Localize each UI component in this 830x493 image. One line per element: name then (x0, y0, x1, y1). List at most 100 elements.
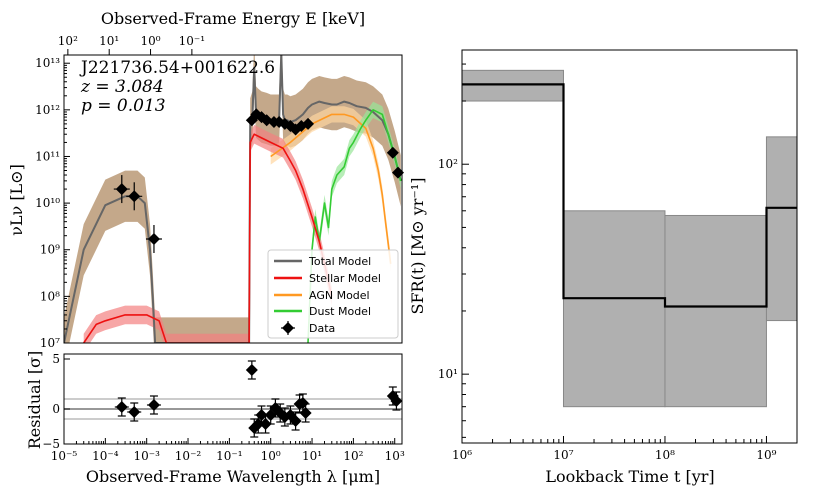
residual-y-tick-label: 0 (52, 402, 60, 416)
sed-axes-frame (63, 54, 403, 344)
residual-marker (115, 401, 128, 413)
residual-x-tick-label: 10⁻⁵ (51, 449, 78, 463)
sed-top-tick-label: 10² (58, 34, 78, 48)
sfh-step-line (462, 83, 797, 308)
legend-item-total: Total Model (274, 255, 371, 268)
sed-y-tick-label: 10¹¹ (35, 149, 60, 163)
residual-marker (289, 415, 302, 427)
residual-reference-lines (64, 398, 402, 420)
sed-y-tick-label: 10¹⁰ (35, 196, 60, 210)
sed-y-tick-label: 10⁸ (40, 289, 60, 303)
sfh-uncertainty-bands (462, 69, 797, 408)
residual-data-point (390, 391, 403, 411)
legend-item-stellar: Stellar Model (274, 272, 381, 285)
residual-marker (248, 422, 261, 434)
sfh-y-ticks: 10¹ 10² (438, 63, 469, 438)
sfh-x-tick-label: 10⁷ (553, 448, 573, 462)
sed-data-point (145, 224, 162, 253)
sed-marker (302, 117, 315, 130)
band-dust (308, 101, 401, 343)
residual-data-point (114, 397, 129, 417)
residual-x-axis-label: Observed-Frame Wavelength λ [μm] (86, 467, 380, 486)
residual-marker (147, 399, 160, 411)
sed-marker (391, 166, 404, 179)
sed-y-axis-label: νLν [L⊙] (7, 164, 26, 236)
sfh-x-tick-label: 10⁶ (452, 448, 472, 462)
sfh-x-tick-label: 10⁹ (756, 448, 776, 462)
legend-box (267, 249, 399, 339)
residual-x-tick-label: 10⁻¹ (216, 449, 242, 463)
residual-axes-frame (63, 353, 403, 445)
sfh-y-tick-label: 10² (438, 157, 458, 171)
legend-marker-data (282, 322, 294, 334)
sed-data-point (391, 166, 404, 179)
legend-label-total: Total Model (308, 255, 371, 268)
sfh-step-path (462, 83, 797, 308)
residual-x-tick-label: 10³ (385, 449, 405, 463)
legend-item-data: Data (281, 321, 335, 335)
sfh-y-axis-label: SFR(t) [M⊙ yr⁻¹] (408, 177, 427, 314)
residual-data-point (146, 395, 161, 415)
residual-y-tick-label: 5 (52, 352, 60, 366)
legend-item-agn: AGN Model (274, 289, 370, 302)
sed-data-point (126, 182, 143, 211)
sfh-y-tick-label: 10¹ (438, 367, 458, 381)
band-stellar (83, 124, 332, 343)
sed-data-points (113, 108, 404, 253)
residual-x-tick-label: 10² (343, 449, 363, 463)
sed-top-ticks: 10² 10¹ 10⁰ 10⁻¹ (58, 34, 205, 55)
sfh-band (664, 214, 767, 408)
residual-data-point (299, 403, 312, 423)
legend-label-dust: Dust Model (309, 305, 371, 318)
residual-panel: 5 0 −5 10⁻⁵ 10⁻⁴ 10⁻³ 10⁻² 10⁻¹ 10⁰ 10¹ 10² 10³ Re… (25, 351, 405, 486)
sed-uncertainty-bands (64, 55, 401, 343)
sed-marker (147, 232, 160, 245)
residual-marker (128, 406, 141, 418)
sed-top-axis-label: Observed-Frame Energy E [keV] (101, 9, 365, 28)
sed-y-ticks: 10⁷ 10⁸ 10⁹ 10¹⁰ 10¹¹ 10¹² 10¹³ (35, 56, 70, 350)
sed-y-tick-label: 10¹³ (35, 56, 60, 70)
residual-marker (245, 364, 258, 376)
residual-y-tick-label: −5 (42, 437, 60, 451)
residual-x-tick-label: 10⁻³ (133, 449, 160, 463)
sed-marker (115, 183, 128, 196)
sed-top-tick-label: 10⁻¹ (179, 34, 205, 48)
sed-marker (386, 146, 399, 159)
residual-x-tick-label: 10⁻⁴ (92, 449, 119, 463)
sed-top-tick-label: 10¹ (99, 34, 119, 48)
sfh-band (462, 69, 564, 102)
residual-x-tick-label: 10¹ (302, 449, 322, 463)
line-total (64, 55, 402, 343)
sed-data-point (386, 146, 399, 159)
sfh-x-axis-label: Lookback Time t [yr] (545, 467, 714, 486)
sed-y-tick-label: 10⁹ (40, 243, 60, 257)
residual-x-ticks: 10⁻⁵ 10⁻⁴ 10⁻³ 10⁻² 10⁻¹ 10⁰ 10¹ 10² 10³ (51, 438, 405, 463)
sed-marker (128, 190, 141, 203)
residual-data-point (245, 360, 258, 380)
sed-data-point (113, 175, 130, 204)
residual-y-ticks: 5 0 −5 (42, 352, 70, 451)
residual-data-point (289, 411, 302, 431)
residual-marker (255, 409, 268, 421)
residual-marker (390, 395, 403, 407)
residual-y-axis-label: Residual [σ] (25, 351, 44, 450)
residual-x-tick-label: 10⁻² (175, 449, 202, 463)
sfh-panel: 10¹ 10² 10⁶ 10⁷ 10⁸ 10⁹ SFR(t) [M⊙ yr⁻¹] Loo… (408, 49, 798, 486)
sed-top-tick-label: 10⁰ (140, 34, 160, 48)
sed-y-tick-label: 10¹² (35, 103, 60, 117)
sfh-x-ticks: 10⁶ 10⁷ 10⁸ 10⁹ (452, 436, 798, 462)
residual-x-tick-label: 10⁰ (261, 449, 281, 463)
legend-item-dust: Dust Model (274, 305, 371, 318)
sed-data-point (302, 117, 315, 130)
legend-label-agn: AGN Model (309, 289, 370, 302)
sfh-axes-frame (461, 49, 798, 444)
object-name: J221736.54+001622.6 (79, 58, 275, 78)
legend-label-stellar: Stellar Model (309, 272, 381, 285)
sfh-band (562, 210, 666, 408)
residual-marker (299, 407, 312, 419)
residual-marker (259, 418, 272, 430)
legend: Total Model Stellar Model AGN Model Dust… (267, 249, 399, 339)
residual-data-points (114, 360, 403, 438)
pvalue-label: p = 0.013 (81, 96, 166, 116)
